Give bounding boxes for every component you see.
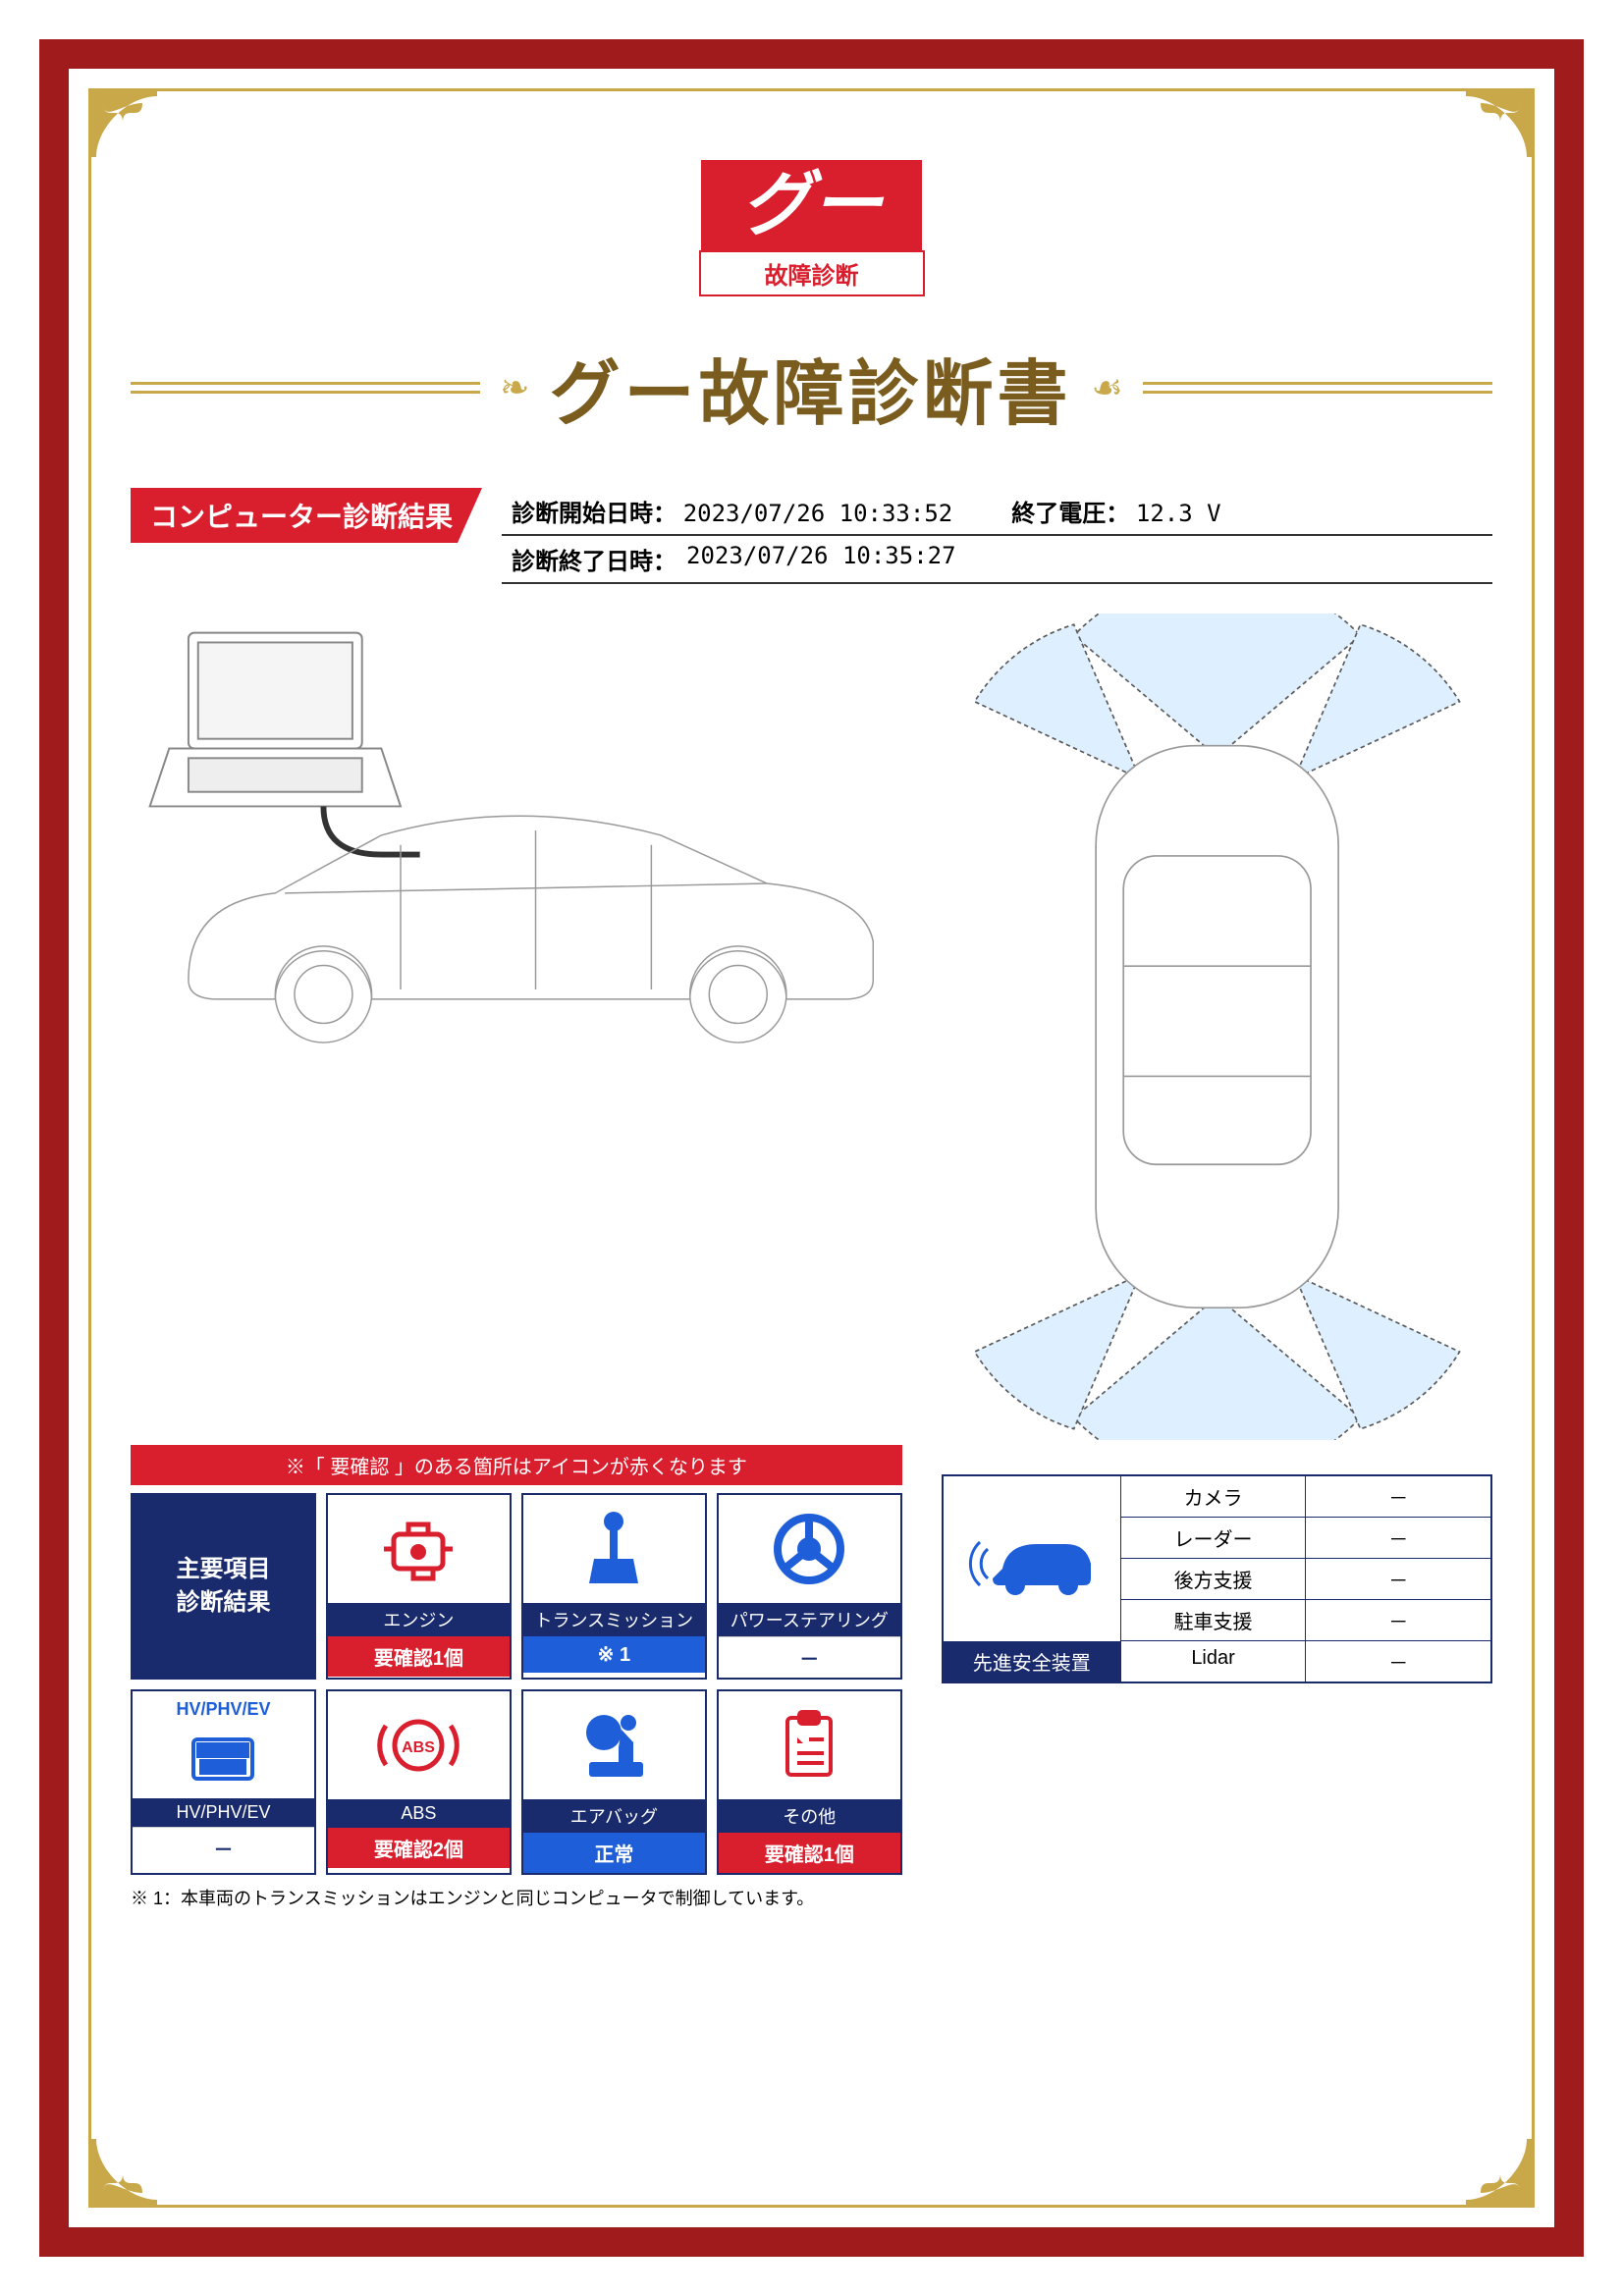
card-power-steering: パワーステアリング － [717,1493,902,1680]
title-row: ❧ グー故障診断書 ☙ [131,336,1492,439]
safety-name: 駐車支援 [1120,1600,1306,1640]
card-other: その他 要確認1個 [717,1689,902,1875]
card-status: ※ 1 [523,1636,705,1673]
meta-voltage-label: 終了電圧： [1011,501,1129,527]
card-label: パワーステアリング [719,1603,900,1636]
corner-ornament [1466,88,1535,157]
table-row: Lidar － [1120,1641,1490,1682]
abs-icon: ABS [328,1691,510,1799]
logo-block: グー 故障診断 [131,160,1492,296]
card-engine: エンジン 要確認1個 [326,1493,512,1680]
diagram-row [131,614,1492,1445]
main-result-card: 主要項目 診断結果 [131,1493,316,1680]
safety-table: カメラ － レーダー － 後方支援 － 駐車支援 [1120,1476,1490,1682]
logo-brand: グー [701,160,921,250]
card-transmission: トランスミッション ※ 1 [521,1493,707,1680]
flourish-icon: ☙ [1091,367,1122,408]
safety-value: － [1305,1641,1490,1682]
meta-voltage-value: 12.3 V [1136,500,1221,527]
section-tag: コンピューター診断結果 [131,488,482,543]
transmission-icon [523,1495,705,1603]
meta-block: 診断開始日時： 2023/07/26 10:33:52 終了電圧： 12.3 V… [502,488,1492,584]
outer-frame: グー 故障診断 ❧ グー故障診断書 ☙ コンピューター診断結果 診断開始日時： … [39,39,1584,2257]
corner-ornament [1466,2139,1535,2208]
footnote: ※ 1：本車両のトランスミッションはエンジンと同じコンピュータで制御しています。 [131,1885,902,1910]
diagnosis-grid: 主要項目 診断結果 エンジン 要確認1個 トランスミッション [131,1493,902,1875]
card-status: － [719,1636,900,1678]
notice-bar: ※「 要確認 」のある箇所はアイコンが赤くなります [131,1445,902,1485]
flourish-icon: ❧ [500,367,529,408]
table-row: 駐車支援 － [1120,1600,1490,1641]
card-abs: ABS ABS 要確認2個 [326,1689,512,1875]
card-label: その他 [719,1799,900,1833]
safety-name: 後方支援 [1120,1559,1306,1599]
hv-label: HV/PHV/EV [133,1691,314,1720]
card-airbag: エアバッグ 正常 [521,1689,707,1875]
safety-name: Lidar [1120,1641,1306,1682]
battery-icon [133,1720,314,1798]
safety-value: － [1305,1559,1490,1599]
meta-row: 診断開始日時： 2023/07/26 10:33:52 終了電圧： 12.3 V [502,488,1492,536]
card-status: 正常 [523,1833,705,1873]
card-status: 要確認1個 [328,1636,510,1677]
corner-ornament [88,2139,157,2208]
card-label: エアバッグ [523,1799,705,1833]
safety-value: － [1305,1476,1490,1517]
safety-value: － [1305,1518,1490,1558]
card-label: エンジン [328,1603,510,1636]
table-row: レーダー － [1120,1518,1490,1559]
table-row: 後方支援 － [1120,1559,1490,1600]
card-hv-phv-ev: HV/PHV/EV HV/PHV/EV － [131,1689,316,1875]
inner-frame: グー 故障診断 ❧ グー故障診断書 ☙ コンピューター診断結果 診断開始日時： … [88,88,1535,2208]
svg-text:ABS: ABS [403,1739,436,1756]
engine-icon [328,1495,510,1603]
main-result-title: 主要項目 診断結果 [133,1495,314,1678]
clipboard-icon [719,1691,900,1799]
title-line-right [1143,382,1492,394]
safety-value: － [1305,1600,1490,1640]
card-status: － [133,1827,314,1868]
car-sensor-icon [944,1476,1120,1641]
section-header: コンピューター診断結果 診断開始日時： 2023/07/26 10:33:52 … [131,488,1492,584]
safety-name: カメラ [1120,1476,1306,1517]
title-line-left [131,382,480,394]
meta-row: 診断終了日時： 2023/07/26 10:35:27 [502,536,1492,584]
card-label: トランスミッション [523,1603,705,1636]
card-label: HV/PHV/EV [133,1798,314,1827]
logo-subtitle: 故障診断 [699,250,925,296]
meta-end-label: 診断終了日時： [512,542,676,576]
meta-start-value: 2023/07/26 10:33:52 [683,500,953,527]
page-title: グー故障診断書 [549,336,1071,439]
corner-ornament [88,88,157,157]
car-top-diagram [942,614,1492,1445]
card-status: 要確認2個 [328,1828,510,1868]
safety-name: レーダー [1120,1518,1306,1558]
table-row: カメラ － [1120,1476,1490,1518]
airbag-icon [523,1691,705,1799]
meta-end-value: 2023/07/26 10:35:27 [686,542,956,576]
safety-title: 先進安全装置 [944,1641,1120,1682]
steering-icon [719,1495,900,1603]
card-label: ABS [328,1799,510,1828]
card-status: 要確認1個 [719,1833,900,1873]
meta-start-label: 診断開始日時： [512,501,676,527]
car-side-diagram [131,614,902,1445]
safety-block: 先進安全装置 カメラ － レーダー － 後方支援 － [942,1474,1492,1683]
